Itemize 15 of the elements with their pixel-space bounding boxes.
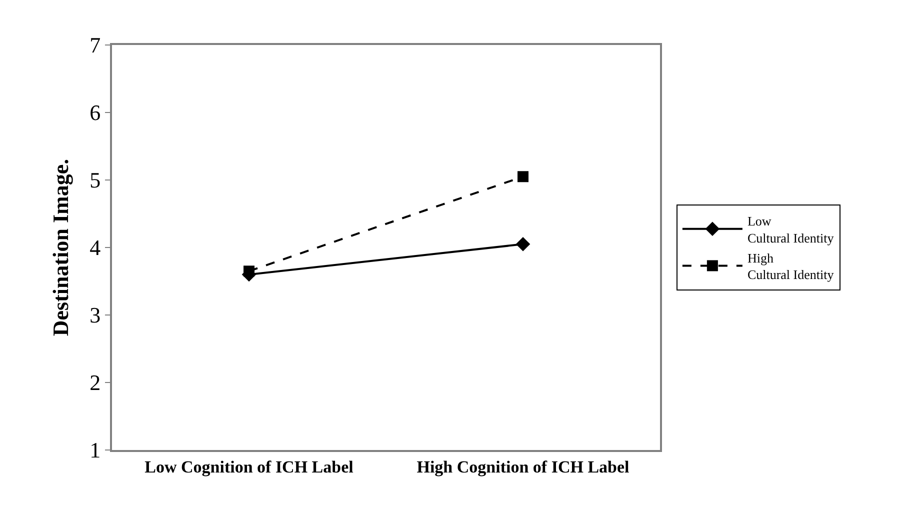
legend-label: Low Cultural Identity bbox=[747, 214, 834, 246]
point bbox=[518, 171, 528, 182]
y-tick-label: 6 bbox=[90, 100, 101, 126]
x-tick-label: High Cognition of ICH Label bbox=[416, 457, 630, 476]
y-axis-title: Destination Image. bbox=[48, 158, 73, 336]
y-tick-label: 2 bbox=[90, 370, 101, 396]
y-tick-label: 5 bbox=[90, 168, 101, 193]
point bbox=[516, 236, 530, 252]
y-tick-label: 4 bbox=[90, 235, 101, 260]
y-tick-label: 1 bbox=[90, 438, 101, 463]
point bbox=[244, 266, 254, 277]
legend-label: High Cultural Identity bbox=[747, 250, 834, 282]
y-tick-label: 7 bbox=[90, 32, 101, 58]
y-tick-label: 3 bbox=[90, 302, 101, 328]
x-tick-label: Low Cognition of ICH Label bbox=[144, 457, 354, 476]
